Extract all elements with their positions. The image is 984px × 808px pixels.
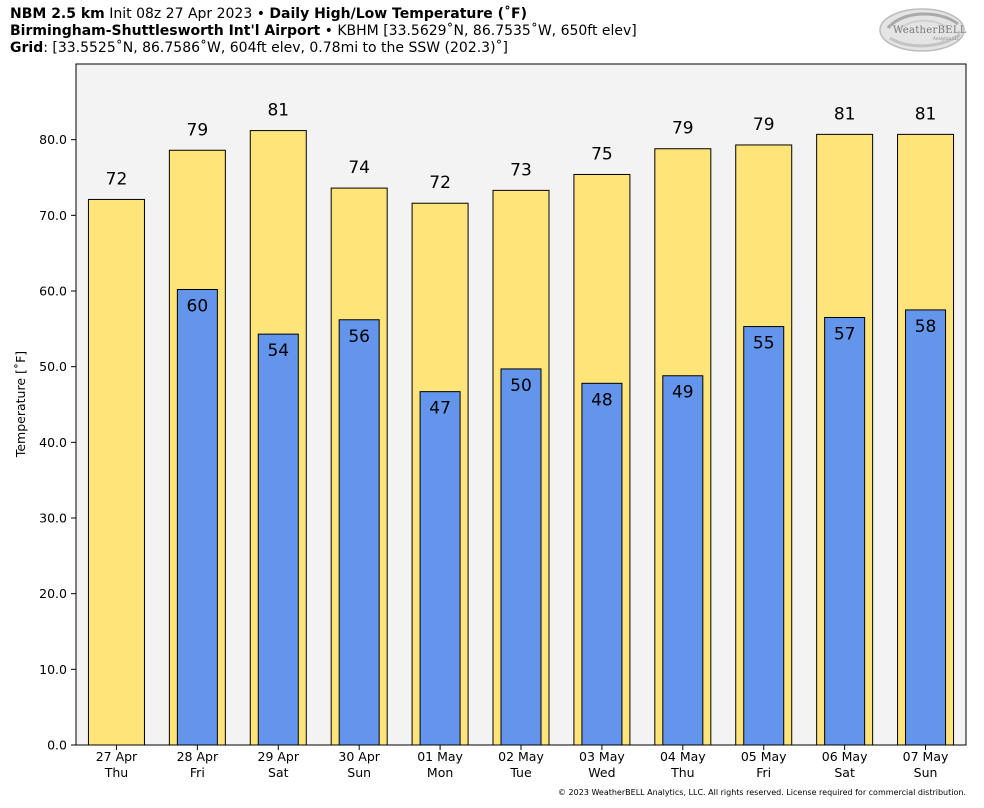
low-bar bbox=[500, 368, 542, 746]
separator: • bbox=[256, 6, 265, 22]
low-bar bbox=[338, 319, 380, 746]
x-tick-day: Sun bbox=[347, 765, 371, 780]
x-tick-day: Sun bbox=[914, 765, 938, 780]
station-name: Birmingham-Shuttlesworth Int'l Airport bbox=[10, 23, 321, 39]
high-value-label: 79 bbox=[672, 119, 694, 139]
low-bar bbox=[581, 382, 623, 746]
x-tick-date: 27 Apr bbox=[96, 749, 138, 764]
x-tick-day: Sat bbox=[268, 765, 289, 780]
high-value-label: 72 bbox=[429, 173, 451, 193]
x-tick-date: 06 May bbox=[822, 749, 868, 764]
x-tick-date: 03 May bbox=[579, 749, 625, 764]
y-tick-label: 30.0 bbox=[39, 511, 67, 526]
x-tick-date: 02 May bbox=[498, 749, 544, 764]
value-labels: 72 79 60 81 54 74 56 72 47 73 50 75 48 79 49 79 55 81 57 81… bbox=[106, 101, 937, 419]
x-tick-day: Tue bbox=[509, 765, 532, 780]
y-axis-label: Temperature [˚F] bbox=[13, 351, 28, 458]
header-line-2: Birmingham-Shuttlesworth Int'l Airport •… bbox=[10, 23, 637, 40]
y-tick-label: 80.0 bbox=[39, 132, 67, 147]
low-bar bbox=[662, 375, 704, 746]
high-bar bbox=[87, 198, 145, 746]
separator: • bbox=[324, 23, 333, 39]
logo-subtext: Analytics LLC bbox=[933, 36, 960, 41]
low-bar bbox=[176, 288, 218, 746]
station-details: KBHM [33.5629˚N, 86.7535˚W, 650ft elev] bbox=[337, 23, 637, 39]
low-value-label: 57 bbox=[834, 324, 856, 344]
init-time: Init 08z 27 Apr 2023 bbox=[109, 6, 253, 22]
low-value-label: 60 bbox=[187, 296, 209, 316]
x-tick-day: Sat bbox=[834, 765, 855, 780]
x-tick-date: 01 May bbox=[417, 749, 463, 764]
high-value-label: 79 bbox=[753, 115, 775, 135]
low-value-label: 54 bbox=[267, 341, 289, 361]
low-bar bbox=[743, 326, 785, 746]
x-tick-date: 05 May bbox=[741, 749, 787, 764]
high-value-label: 79 bbox=[187, 120, 209, 140]
y-tick-label: 50.0 bbox=[39, 359, 67, 374]
y-tick-label: 0.0 bbox=[47, 738, 67, 753]
logo-text: WeatherBELL bbox=[893, 25, 967, 36]
copyright-notice: © 2023 WeatherBELL Analytics, LLC. All r… bbox=[558, 788, 966, 797]
grid-label: Grid bbox=[10, 40, 44, 56]
swirl-logo-icon bbox=[879, 8, 965, 52]
high-value-label: 81 bbox=[834, 104, 856, 124]
x-tick-date: 28 Apr bbox=[177, 749, 219, 764]
x-tick-day: Wed bbox=[588, 765, 615, 780]
y-tick-label: 60.0 bbox=[39, 284, 67, 299]
low-bar bbox=[905, 309, 947, 746]
x-tick-day: Fri bbox=[756, 765, 771, 780]
grid-details: : [33.5525˚N, 86.7586˚W, 604ft elev, 0.7… bbox=[43, 40, 509, 56]
high-value-label: 81 bbox=[267, 101, 289, 121]
product-title: Daily High/Low Temperature (˚F) bbox=[269, 6, 527, 22]
y-axis: 0.0 10.0 20.0 30.0 40.0 50.0 60.0 70.0 80.0 bbox=[39, 132, 76, 753]
low-bar bbox=[257, 333, 299, 746]
low-bar bbox=[824, 316, 866, 746]
low-value-label: 50 bbox=[510, 376, 532, 396]
low-value-label: 48 bbox=[591, 390, 613, 410]
x-tick-date: 07 May bbox=[903, 749, 949, 764]
low-value-label: 58 bbox=[915, 317, 937, 337]
low-value-label: 47 bbox=[429, 399, 451, 419]
x-tick-day: Mon bbox=[427, 765, 453, 780]
x-tick-day: Thu bbox=[104, 765, 128, 780]
header-line-1: NBM 2.5 km Init 08z 27 Apr 2023 • Daily … bbox=[10, 6, 527, 23]
header-line-3: Grid: [33.5525˚N, 86.7586˚W, 604ft elev,… bbox=[10, 40, 508, 57]
low-value-label: 56 bbox=[348, 327, 370, 347]
high-value-label: 81 bbox=[915, 104, 937, 124]
low-value-label: 49 bbox=[672, 383, 694, 403]
low-bars bbox=[176, 288, 947, 746]
x-tick-date: 04 May bbox=[660, 749, 706, 764]
x-tick-day: Thu bbox=[670, 765, 694, 780]
y-tick-label: 40.0 bbox=[39, 435, 67, 450]
y-tick-label: 70.0 bbox=[39, 208, 67, 223]
y-tick-label: 20.0 bbox=[39, 586, 67, 601]
low-bar bbox=[419, 391, 461, 746]
high-value-label: 73 bbox=[510, 160, 532, 180]
high-value-label: 75 bbox=[591, 144, 613, 164]
y-tick-label: 10.0 bbox=[39, 662, 67, 677]
high-value-label: 74 bbox=[348, 158, 370, 178]
x-tick-date: 30 Apr bbox=[338, 749, 380, 764]
x-tick-day: Fri bbox=[190, 765, 205, 780]
high-value-label: 72 bbox=[106, 169, 128, 189]
x-tick-date: 29 Apr bbox=[258, 749, 300, 764]
model-name: NBM 2.5 km bbox=[10, 6, 105, 22]
low-value-label: 55 bbox=[753, 334, 775, 354]
